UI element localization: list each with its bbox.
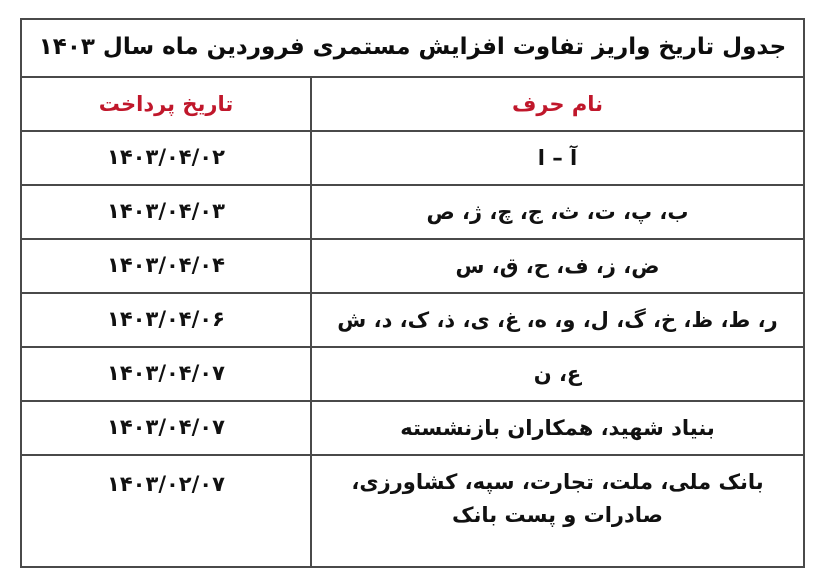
- table-row: بنیاد شهید، همکاران بازنشسته ۱۴۰۳/۰۴/۰۷: [20, 400, 805, 456]
- payment-schedule-table: جدول تاریخ واریز تفاوت افزایش مستمری فرو…: [20, 18, 805, 568]
- cell-letter: بانک ملی، ملت، تجارت، سپه، کشاورزی، صادر…: [310, 454, 805, 568]
- cell-date: ۱۴۰۳/۰۴/۰۳: [20, 184, 312, 240]
- cell-letter: ض، ز، ف، ح، ق، س: [310, 238, 805, 294]
- cell-letter: بنیاد شهید، همکاران بازنشسته: [310, 400, 805, 456]
- table-title: جدول تاریخ واریز تفاوت افزایش مستمری فرو…: [20, 18, 805, 78]
- table-row: آ – ا ۱۴۰۳/۰۴/۰۲: [20, 130, 805, 186]
- table-body: جدول تاریخ واریز تفاوت افزایش مستمری فرو…: [20, 18, 805, 568]
- cell-date: ۱۴۰۳/۰۴/۰۲: [20, 130, 312, 186]
- table-header-row: نام حرف تاریخ پرداخت: [20, 76, 805, 132]
- table-row: ض، ز، ف، ح، ق، س ۱۴۰۳/۰۴/۰۴: [20, 238, 805, 294]
- column-header-date: تاریخ پرداخت: [20, 76, 312, 132]
- cell-date: ۱۴۰۳/۰۴/۰۷: [20, 400, 312, 456]
- cell-date: ۱۴۰۳/۰۴/۰۶: [20, 292, 312, 348]
- cell-date: ۱۴۰۳/۰۴/۰۴: [20, 238, 312, 294]
- cell-letter: آ – ا: [310, 130, 805, 186]
- table-title-row: جدول تاریخ واریز تفاوت افزایش مستمری فرو…: [20, 18, 805, 78]
- cell-letter: ب، پ، ت، ث، ج، چ، ژ، ص: [310, 184, 805, 240]
- table-row: ع، ن ۱۴۰۳/۰۴/۰۷: [20, 346, 805, 402]
- cell-date: ۱۴۰۳/۰۲/۰۷: [20, 454, 312, 568]
- table-row: ر، ط، ظ، خ، گ، ل، و، ه، غ، ی، ذ، ک، د، ش…: [20, 292, 805, 348]
- table-row: بانک ملی، ملت، تجارت، سپه، کشاورزی، صادر…: [20, 454, 805, 568]
- cell-letter: ع، ن: [310, 346, 805, 402]
- cell-date: ۱۴۰۳/۰۴/۰۷: [20, 346, 312, 402]
- column-header-letter: نام حرف: [310, 76, 805, 132]
- table-row: ب، پ، ت، ث، ج، چ، ژ، ص ۱۴۰۳/۰۴/۰۳: [20, 184, 805, 240]
- cell-letter: ر، ط، ظ، خ، گ، ل، و، ه، غ، ی، ذ، ک، د، ش: [310, 292, 805, 348]
